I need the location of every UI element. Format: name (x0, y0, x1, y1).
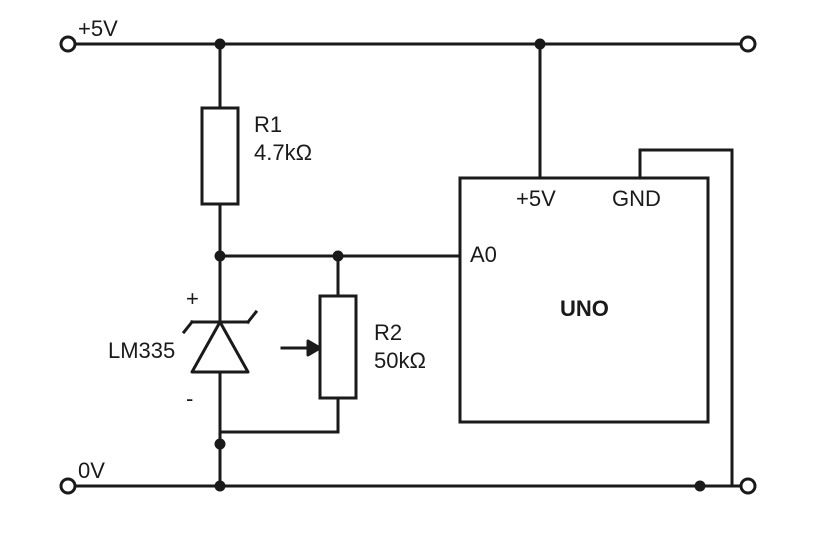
label-r2-val: 50kΩ (374, 348, 426, 373)
label-r1-val: 4.7kΩ (254, 140, 312, 165)
circuit-schematic: +5V 0V R1 4.7kΩ LM335 + - R2 50kΩ A0 +5V GND UNO (0, 0, 816, 544)
label-a0: A0 (470, 242, 497, 267)
label-uno-gnd: GND (612, 186, 661, 211)
label-lm335-plus: + (186, 286, 199, 311)
label-0v: 0V (78, 458, 105, 483)
label-r2-ref: R2 (374, 320, 402, 345)
label-lm335: LM335 (108, 338, 175, 363)
label-r1-ref: R1 (254, 112, 282, 137)
label-5v: +5V (78, 16, 118, 41)
label-uno-title: UNO (560, 296, 609, 321)
label-lm335-minus: - (186, 386, 193, 411)
label-uno-5v: +5V (516, 186, 556, 211)
